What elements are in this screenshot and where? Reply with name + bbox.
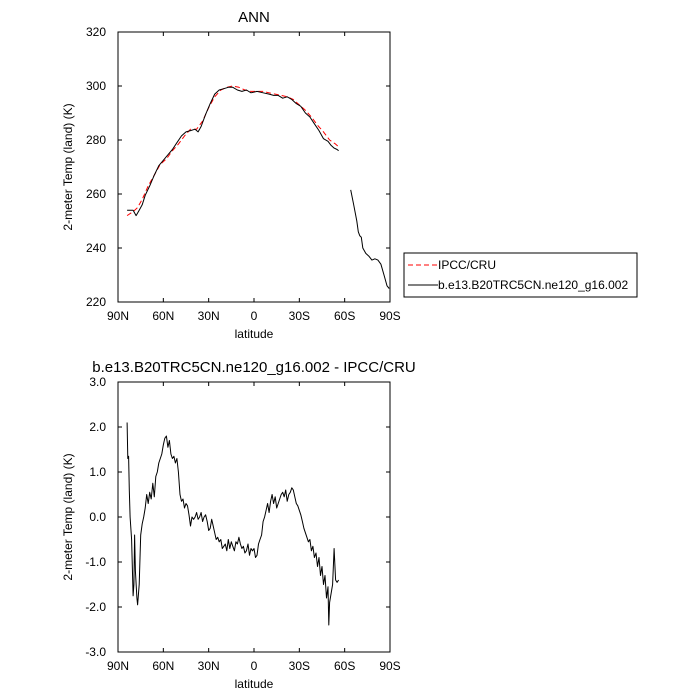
- chart-1-series-2-line-1: [127, 86, 339, 217]
- chart-2-x-tick-label: 90S: [379, 659, 400, 673]
- chart-2-y-tick-label: -3.0: [85, 645, 106, 659]
- difference-chart: b.e13.B20TRC5CN.ne120_g16.002 - IPCC/CRU…: [61, 359, 416, 691]
- chart-2-y-tick-label: -1.0: [85, 555, 106, 569]
- chart-2-y-tick-label: 2.0: [89, 420, 106, 434]
- chart-1-y-tick-label: 220: [86, 295, 106, 309]
- chart-1-y-tick-label: 260: [86, 187, 106, 201]
- chart-1-series-2-line-2: [350, 189, 390, 289]
- chart-2-title: b.e13.B20TRC5CN.ne120_g16.002 - IPCC/CRU: [92, 359, 416, 376]
- legend-label-2: b.e13.B20TRC5CN.ne120_g16.002: [438, 278, 628, 292]
- chart-2-x-tick-label: 0: [251, 659, 258, 673]
- chart-1-y-tick-label: 320: [86, 25, 106, 39]
- chart-2-x-tick-label: 30N: [198, 659, 220, 673]
- chart-1-x-tick-label: 0: [251, 309, 258, 323]
- chart-1-x-tick-label: 30S: [289, 309, 310, 323]
- chart-1-series-1-line: [126, 85, 339, 217]
- chart-2-y-tick-label: 0.0: [89, 510, 106, 524]
- chart-2-y-tick-label: -2.0: [85, 600, 106, 614]
- chart-1-x-axis-label: latitude: [235, 327, 274, 341]
- chart-2-y-tick-label: 3.0: [89, 375, 106, 389]
- chart-2-x-tick-label: 60N: [152, 659, 174, 673]
- chart-1-x-tick-label: 90S: [379, 309, 400, 323]
- chart-1-y-tick-label: 240: [86, 241, 106, 255]
- chart-2-x-tick-label: 60S: [334, 659, 355, 673]
- chart-2-frame: [117, 381, 391, 653]
- chart-2-x-tick-label: 30S: [289, 659, 310, 673]
- chart-1-x-tick-label: 90N: [107, 309, 129, 323]
- chart-1-title: ANN: [238, 9, 270, 26]
- chart-2-x-tick-label: 90N: [107, 659, 129, 673]
- chart-2-series-1-line: [126, 422, 340, 626]
- chart-1-y-tick-label: 300: [86, 79, 106, 93]
- chart-1-legend: IPCC/CRU b.e13.B20TRC5CN.ne120_g16.002: [403, 252, 638, 298]
- temperature-chart: ANN 90N 60N 30N 0 30S 60S 90S 220 240 260 280 300 320…: [61, 9, 638, 341]
- chart-1-y-axis-label: 2-meter Temp (land) (K): [61, 103, 75, 230]
- chart-2-y-axis-label: 2-meter Temp (land) (K): [61, 453, 75, 580]
- chart-1-x-tick-label: 30N: [198, 309, 220, 323]
- chart-2-x-axis-label: latitude: [235, 677, 274, 691]
- chart-1-x-tick-label: 60N: [152, 309, 174, 323]
- legend-box: [403, 252, 638, 298]
- chart-2-y-tick-label: 1.0: [89, 465, 106, 479]
- legend-label-1: IPCC/CRU: [438, 258, 496, 272]
- chart-1-y-tick-label: 280: [86, 133, 106, 147]
- chart-1-x-tick-label: 60S: [334, 309, 355, 323]
